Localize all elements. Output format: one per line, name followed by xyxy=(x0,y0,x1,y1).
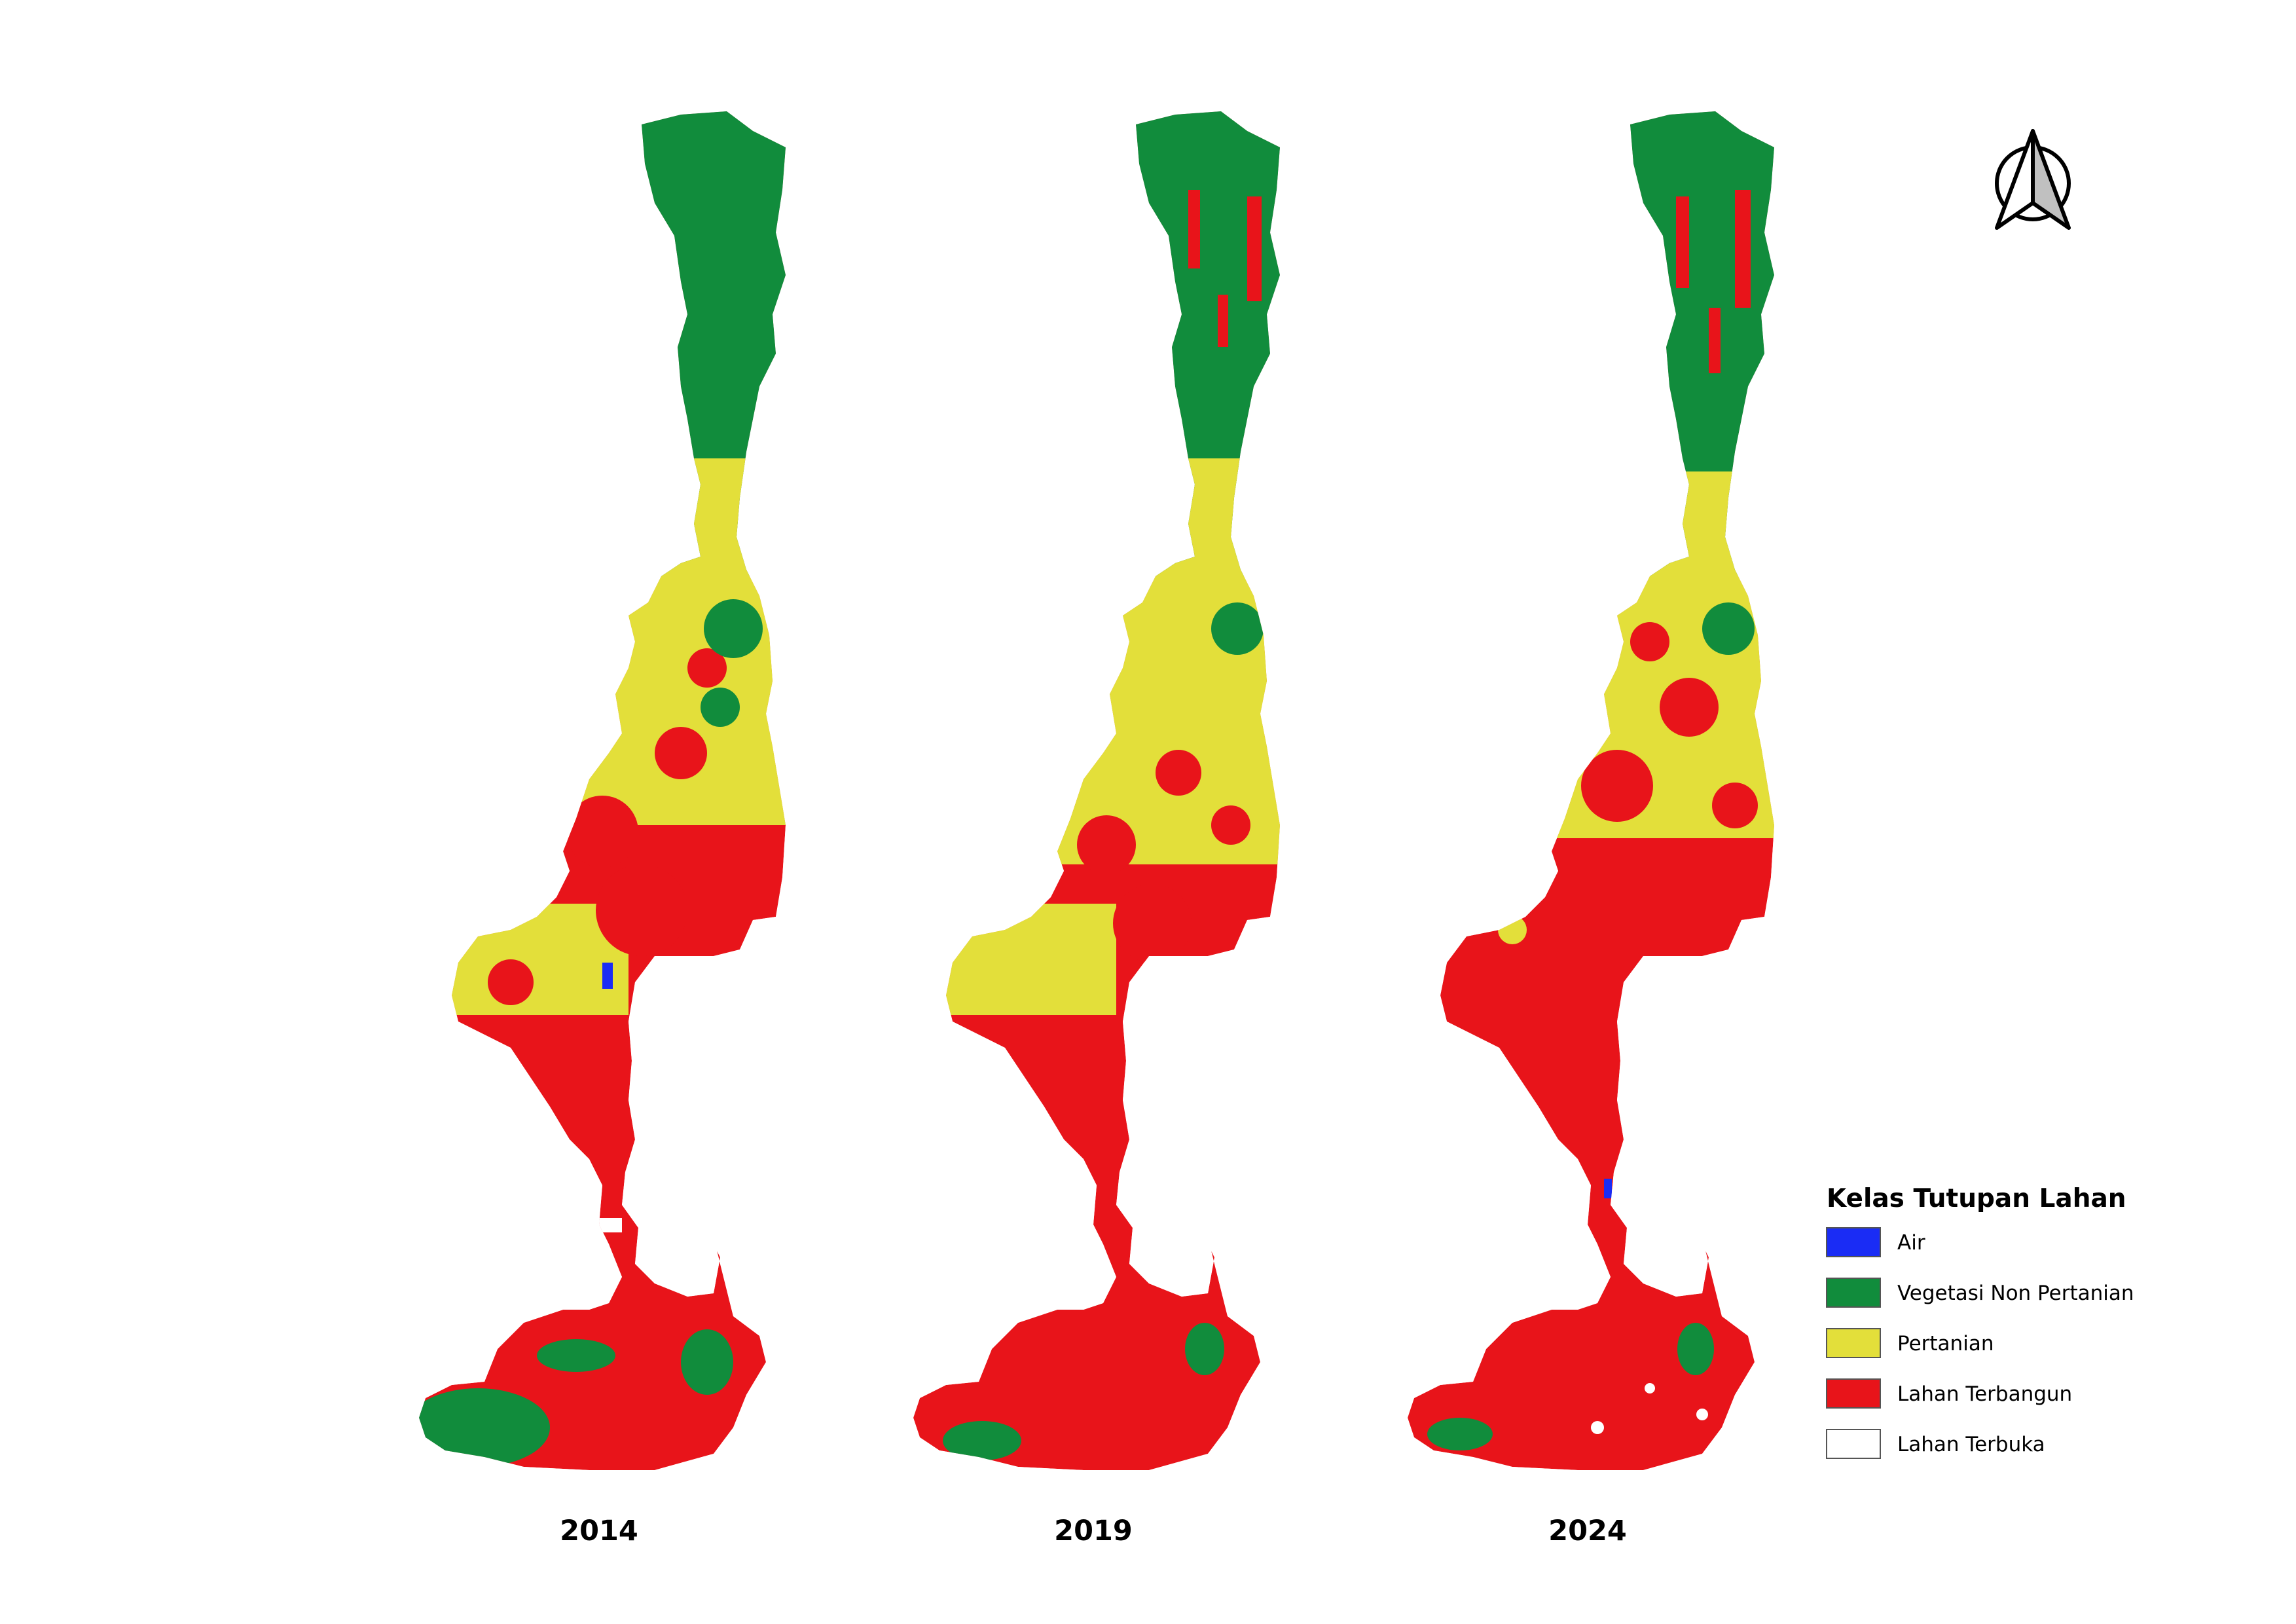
built-streak xyxy=(1676,196,1689,288)
map-year-label-2019: 2019 xyxy=(1054,1515,1133,1547)
agriculture-zone xyxy=(939,904,1116,1015)
land-cover-map-2014 xyxy=(419,111,786,1470)
legend-item-vegetasi-non-pertanian: Vegetasi Non Pertanian xyxy=(1826,1278,2134,1308)
built-patch xyxy=(1211,805,1250,845)
open-land-patch xyxy=(576,1218,622,1232)
legend-label: Lahan Terbuka xyxy=(1897,1433,2045,1456)
legend-item-lahan-terbangun: Lahan Terbangun xyxy=(1826,1378,2072,1409)
legend-label: Vegetasi Non Pertanian xyxy=(1897,1282,2134,1305)
built-patch xyxy=(1077,815,1136,874)
legend-label: Pertanian xyxy=(1897,1332,1994,1356)
built-patch xyxy=(655,727,707,779)
built-patch xyxy=(1660,678,1719,737)
map-year-label-2024: 2024 xyxy=(1548,1515,1627,1547)
vegetation-patch xyxy=(1702,602,1755,655)
built-patch xyxy=(1630,622,1669,661)
vegetation-patch xyxy=(1211,602,1264,655)
legend-item-air: Air xyxy=(1826,1227,1925,1257)
vegetation-zone xyxy=(537,1339,615,1372)
agriculture-zone xyxy=(1057,458,1280,864)
vegetation-patch xyxy=(704,599,763,658)
built-streak xyxy=(1735,190,1751,308)
legend-label: Lahan Terbangun xyxy=(1897,1382,2072,1406)
open-land-patch xyxy=(1645,1383,1655,1393)
water-patch xyxy=(1139,1205,1148,1225)
open-land-patch xyxy=(1591,1421,1604,1434)
legend-label: Air xyxy=(1897,1231,1925,1255)
built-patch xyxy=(687,648,727,688)
vegetation-zone xyxy=(943,1421,1021,1460)
built-patch xyxy=(1581,750,1653,822)
built-streak xyxy=(1709,308,1721,373)
land-cover-map-2019 xyxy=(913,111,1280,1470)
legend: Kelas Tutupan Lahan Air Vegetasi Non Per… xyxy=(1826,1184,2134,1459)
legend-swatch xyxy=(1826,1227,1881,1257)
built-streak xyxy=(1188,190,1200,268)
legend-swatch xyxy=(1826,1429,1881,1459)
legend-item-pertanian: Pertanian xyxy=(1826,1328,1994,1358)
agriculture-patch xyxy=(1498,915,1527,944)
vegetation-zone xyxy=(1427,1418,1493,1450)
legend-swatch xyxy=(1826,1278,1881,1308)
legend-swatch xyxy=(1826,1328,1881,1358)
vegetation-zone xyxy=(419,1388,550,1467)
built-patch xyxy=(1712,783,1758,828)
vegetation-patch xyxy=(701,688,740,727)
legend-item-lahan-terbuka: Lahan Terbuka xyxy=(1826,1429,2045,1459)
open-land-patch xyxy=(1696,1409,1708,1420)
water-patch xyxy=(602,963,613,989)
built-patch xyxy=(1156,750,1201,796)
legend-swatch xyxy=(1826,1378,1881,1409)
built-patch xyxy=(1113,884,1192,963)
built-patch xyxy=(488,959,534,1005)
built-streak xyxy=(1247,196,1262,301)
vegetation-zone xyxy=(1185,1323,1224,1375)
vegetation-zone xyxy=(681,1329,733,1395)
north-arrow-icon xyxy=(1995,129,2071,230)
legend-title: Kelas Tutupan Lahan xyxy=(1827,1184,2126,1213)
water-patch xyxy=(1604,1179,1612,1198)
built-patch xyxy=(596,864,687,956)
vegetation-zone xyxy=(1677,1323,1714,1375)
land-cover-map-2024 xyxy=(1408,111,1774,1470)
map-year-label-2014: 2014 xyxy=(560,1515,638,1547)
built-streak xyxy=(1218,295,1228,347)
built-patch xyxy=(566,796,638,868)
